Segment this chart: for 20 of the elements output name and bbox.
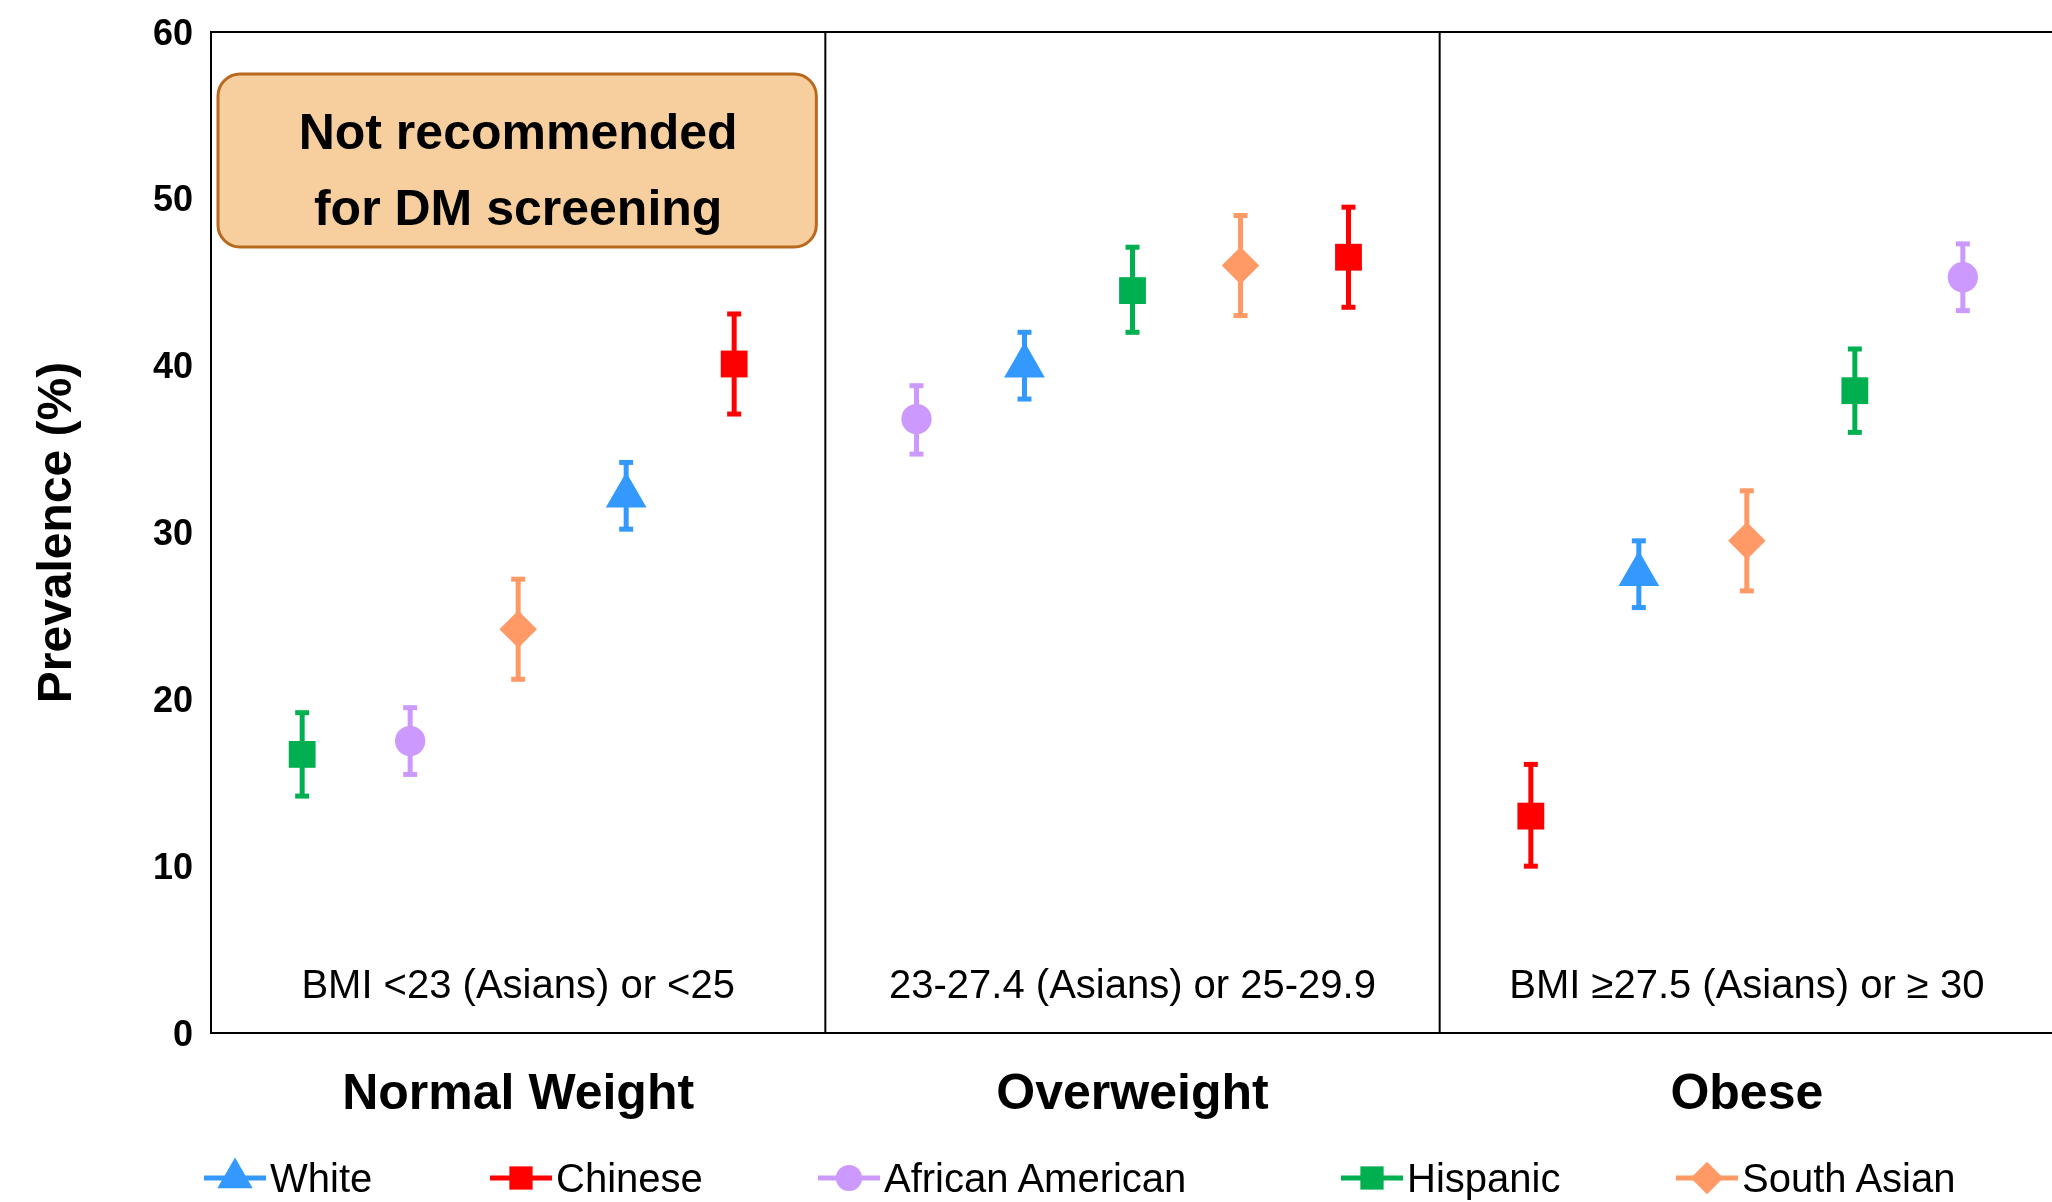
y-tick-label: 0 xyxy=(172,1012,193,1054)
x-tick-label: Normal Weight xyxy=(342,1064,695,1120)
legend-label: White xyxy=(270,1156,373,1200)
annotation: 23-27.4 (Asians) or 25-29.9 xyxy=(889,962,1376,1006)
x-tick-label: Obese xyxy=(1670,1064,1824,1120)
y-tick-label: 10 xyxy=(152,845,193,887)
y-tick-label: 30 xyxy=(152,512,193,554)
legend-label: African American xyxy=(884,1156,1187,1200)
legend-label: Chinese xyxy=(556,1156,703,1200)
annotation: BMI ≥27.5 (Asians) or ≥ 30 xyxy=(1509,962,1985,1006)
x-tick-label: Overweight xyxy=(996,1064,1269,1120)
annotation: BMI <23 (Asians) or <25 xyxy=(301,962,735,1006)
y-tick-label: 50 xyxy=(152,178,193,220)
y-tick-label: 20 xyxy=(152,678,193,720)
legend-label: South Asian xyxy=(1742,1156,1956,1200)
annotation: Not recommended for DM screening xyxy=(298,104,738,236)
y-tick-label: 60 xyxy=(152,11,193,53)
y-axis-title: Prevalence (%) xyxy=(28,361,81,704)
y-tick-label: 40 xyxy=(152,345,193,387)
legend-label: Hispanic xyxy=(1407,1156,1561,1200)
